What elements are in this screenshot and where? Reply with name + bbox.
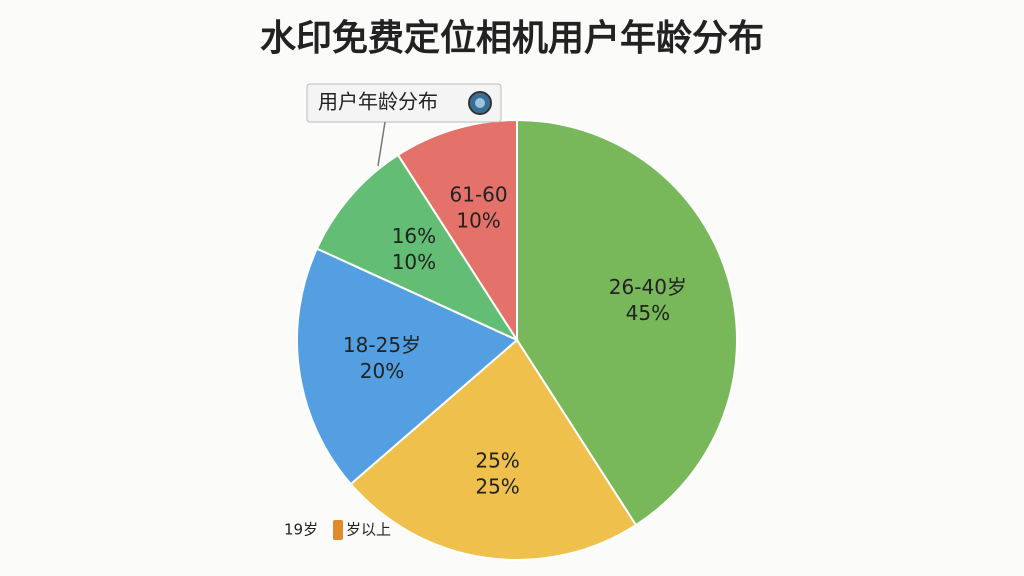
pie-slice <box>296 247 519 486</box>
pie-slice <box>396 118 518 344</box>
slice-category: 18-25岁 <box>343 333 421 357</box>
legend-swatch <box>333 520 343 540</box>
annotation: 岁以上 <box>346 521 391 539</box>
tooltip-pointer <box>377 121 386 167</box>
chart-title: 水印免费定位相机用户年龄分布 <box>260 18 764 59</box>
slice-category: 61-60 <box>450 183 508 207</box>
slice-value-label: 10% <box>392 250 436 274</box>
tooltip: 用户年龄分布 <box>306 83 502 167</box>
pie-slice <box>349 338 638 561</box>
tooltip-text: 用户年龄分布 <box>318 90 438 114</box>
slice-value-label: 45% <box>626 301 670 325</box>
slice-value-label: 20% <box>360 359 404 383</box>
annotation: 19岁 <box>284 521 318 539</box>
slice-category: 16% <box>392 224 436 248</box>
slice-category: 25% <box>475 449 519 473</box>
camera-lens <box>475 98 485 108</box>
slice-value-label: 10% <box>456 209 500 233</box>
slice-value-label: 25% <box>475 475 519 499</box>
slice-category: 26-40岁 <box>609 275 687 299</box>
pie-slice <box>315 153 520 343</box>
tooltip-box <box>306 83 502 123</box>
